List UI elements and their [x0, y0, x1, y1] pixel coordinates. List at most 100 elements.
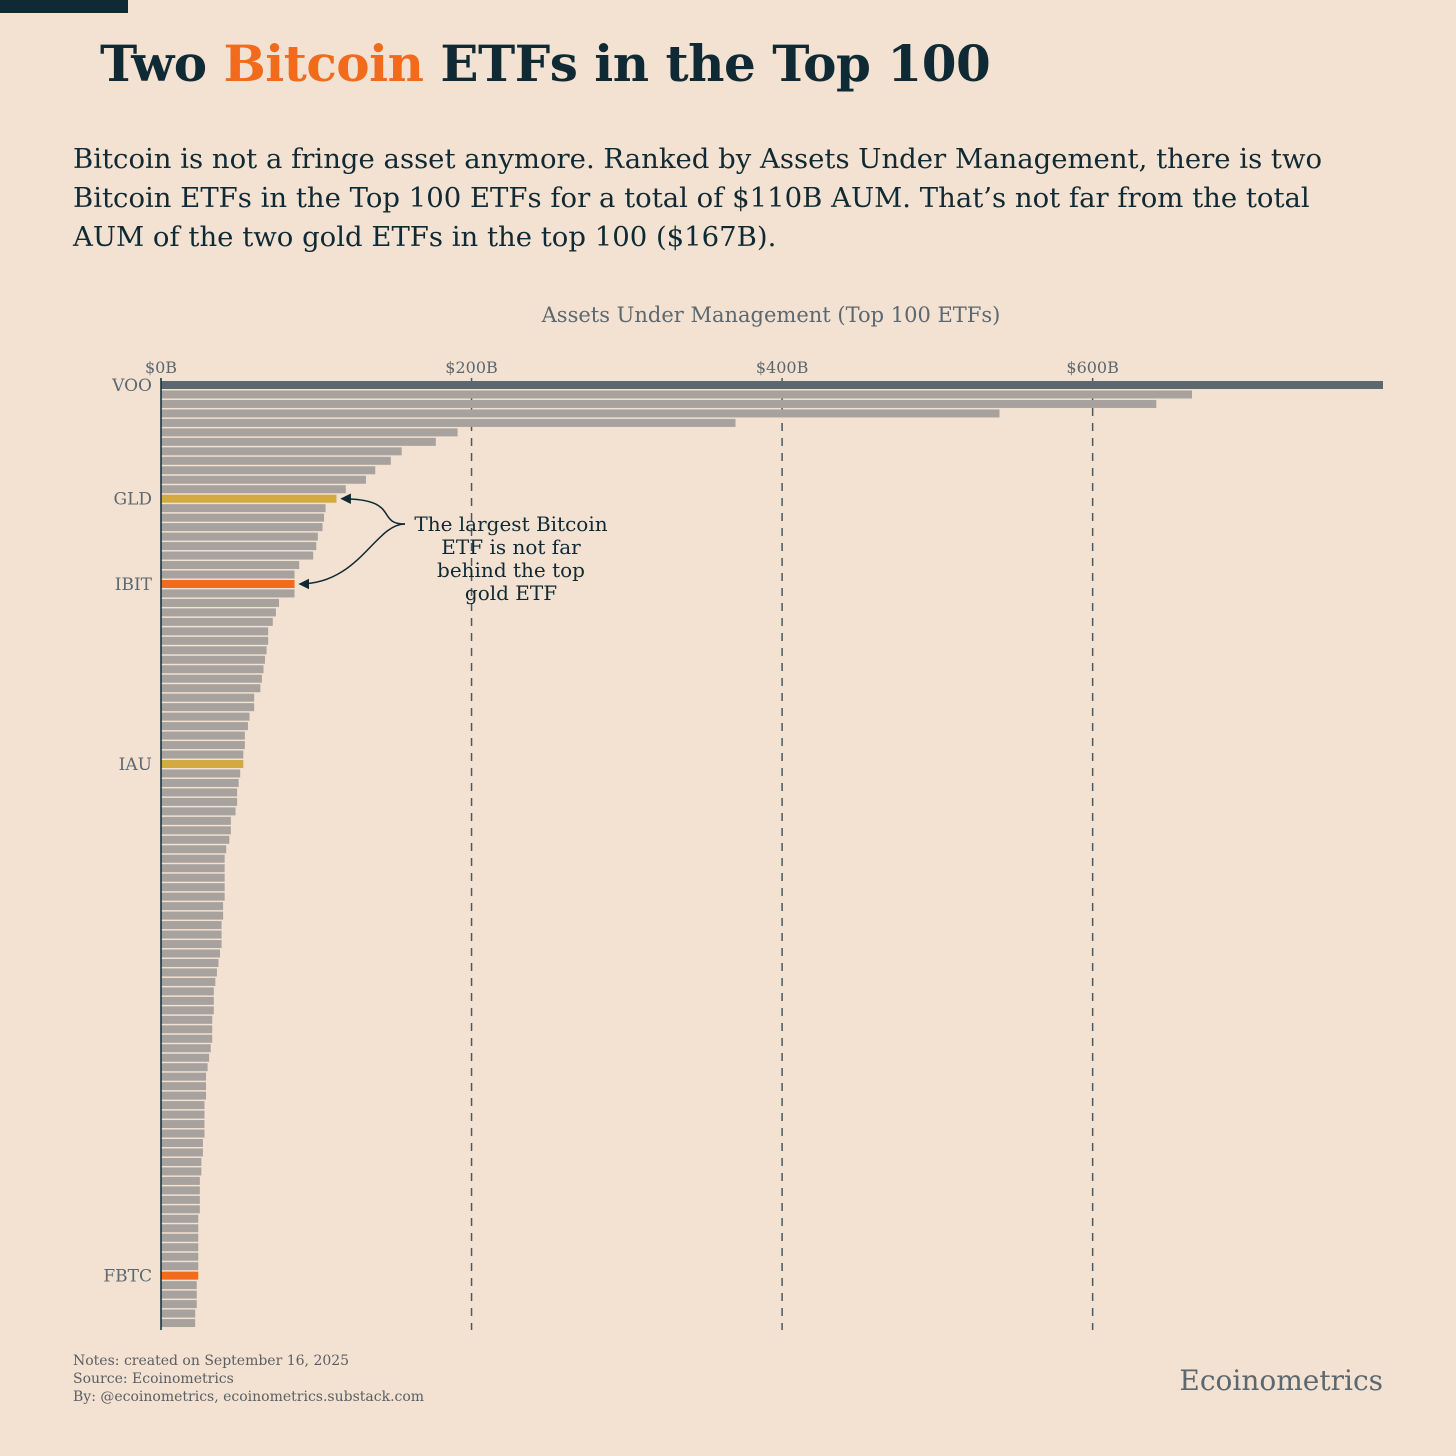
- bar: [161, 1148, 203, 1157]
- bar: [161, 930, 222, 939]
- bar: [161, 617, 273, 626]
- bar: [161, 1025, 213, 1034]
- aum-bar-chart: Assets Under Management (Top 100 ETFs) $0…: [103, 303, 1383, 1330]
- bar: [161, 703, 255, 712]
- annotation-text: ETF is not far: [441, 535, 581, 559]
- bar: [161, 722, 248, 731]
- x-tick-label: $200B: [445, 358, 497, 377]
- bar: [161, 1186, 200, 1195]
- bar-label-voo: VOO: [111, 376, 152, 396]
- bar: [161, 646, 267, 655]
- bar: [161, 873, 225, 882]
- bar: [161, 778, 239, 787]
- source-line: Source: Ecoinometrics: [73, 1371, 234, 1387]
- bar: [161, 627, 269, 636]
- bar: [161, 731, 245, 740]
- bar: [161, 1129, 205, 1138]
- bar: [161, 854, 225, 863]
- bar: [161, 1044, 211, 1053]
- bar: [161, 418, 736, 427]
- annotation-arrow: [298, 523, 406, 590]
- bar: [161, 608, 276, 617]
- bar: [161, 447, 402, 456]
- bar: [161, 1101, 205, 1110]
- bar: [161, 579, 295, 588]
- bar: [161, 1300, 197, 1309]
- bar: [161, 494, 337, 503]
- bar: [161, 902, 224, 911]
- bar-label-gld: GLD: [114, 490, 153, 510]
- bar: [161, 987, 214, 996]
- brand-logo-text: Ecoinometrics: [1179, 1364, 1383, 1397]
- bar: [161, 523, 323, 532]
- corner-accent-bar: [0, 0, 128, 13]
- bar: [161, 949, 221, 958]
- bar: [161, 892, 225, 901]
- bar: [161, 1091, 207, 1100]
- bar: [161, 1281, 197, 1290]
- bar: [161, 598, 280, 607]
- bar: [161, 845, 227, 854]
- bar: [161, 1214, 199, 1223]
- bar: [161, 826, 231, 835]
- bar: [161, 1167, 202, 1176]
- bar: [161, 1063, 208, 1072]
- bar: [161, 1072, 207, 1081]
- title-suffix: ETFs in the Top 100: [423, 34, 991, 93]
- bar: [161, 428, 458, 437]
- bar: [161, 684, 261, 693]
- bar: [161, 1205, 200, 1214]
- chart-title: Assets Under Management (Top 100 ETFs): [541, 303, 1001, 327]
- bar: [161, 788, 238, 797]
- bar: [161, 835, 230, 844]
- bar: [161, 485, 346, 494]
- bar-label-iau: IAU: [119, 755, 152, 775]
- bar: [161, 921, 222, 930]
- bar: [161, 456, 391, 465]
- bar: [161, 466, 376, 475]
- bar: [161, 532, 318, 541]
- title-prefix: Two: [100, 34, 224, 93]
- bar: [161, 589, 295, 598]
- bar-label-fbtc: FBTC: [103, 1267, 152, 1287]
- bar: [161, 864, 225, 873]
- bar: [161, 1252, 199, 1261]
- bar: [161, 1034, 213, 1043]
- annotation-text: gold ETF: [465, 581, 557, 605]
- page-title: Two Bitcoin ETFs in the Top 100: [100, 34, 991, 93]
- bar: [161, 769, 241, 778]
- bar: [161, 551, 314, 560]
- bar: [161, 1053, 210, 1062]
- bar: [161, 816, 231, 825]
- bar: [161, 1110, 205, 1119]
- bar: [161, 1195, 200, 1204]
- x-tick-label: $400B: [756, 358, 808, 377]
- annotation-text: The largest Bitcoin: [414, 512, 607, 536]
- bar: [161, 911, 224, 920]
- bar: [161, 1139, 203, 1147]
- bar: [161, 958, 219, 967]
- bar: [161, 409, 1000, 418]
- bar: [161, 655, 266, 664]
- bar: [161, 1309, 196, 1318]
- bar: [161, 513, 325, 522]
- bar: [161, 1262, 199, 1271]
- bar: [161, 797, 238, 806]
- bar: [161, 693, 255, 702]
- bar: [161, 542, 317, 551]
- bar: [161, 1120, 205, 1129]
- subtitle: Bitcoin is not a fringe asset anymore. R…: [73, 143, 1323, 253]
- bar: [161, 1006, 214, 1015]
- bar-label-ibit: IBIT: [115, 575, 153, 595]
- bar: [161, 977, 216, 986]
- bar: [161, 570, 295, 579]
- bar: [161, 807, 236, 816]
- x-tick-label: $0B: [145, 358, 177, 377]
- bar: [161, 760, 244, 768]
- bar: [161, 741, 245, 750]
- byline: By: @ecoinometrics, ecoinometrics.substa…: [73, 1389, 425, 1405]
- bar: [161, 504, 326, 513]
- bar: [161, 1224, 199, 1233]
- notes-line: Notes: created on September 16, 2025: [73, 1353, 350, 1369]
- bar: [161, 712, 250, 721]
